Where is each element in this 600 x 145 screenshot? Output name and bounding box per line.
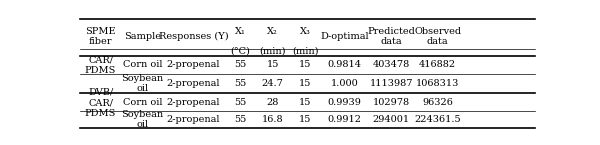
Text: 224361.5: 224361.5 — [415, 115, 461, 124]
Text: 55: 55 — [234, 98, 246, 107]
Text: (°C): (°C) — [230, 47, 250, 56]
Text: 16.8: 16.8 — [262, 115, 283, 124]
Text: 294001: 294001 — [373, 115, 410, 124]
Text: 55: 55 — [234, 60, 246, 69]
Text: SPME
fiber: SPME fiber — [85, 27, 116, 46]
Text: 24.7: 24.7 — [262, 79, 284, 88]
Text: 102978: 102978 — [373, 98, 410, 107]
Text: 0.9939: 0.9939 — [328, 98, 362, 107]
Text: 2-propenal: 2-propenal — [167, 79, 220, 88]
Text: 0.9912: 0.9912 — [328, 115, 362, 124]
Text: 2-propenal: 2-propenal — [167, 115, 220, 124]
Text: Soybean
oil: Soybean oil — [121, 74, 163, 93]
Text: 2-propenal: 2-propenal — [167, 60, 220, 69]
Text: Responses (Y): Responses (Y) — [159, 32, 229, 41]
Text: Sample: Sample — [124, 32, 161, 41]
Text: D-optimal: D-optimal — [320, 32, 369, 41]
Text: CAR/
PDMS: CAR/ PDMS — [85, 55, 116, 75]
Text: 0.9814: 0.9814 — [328, 60, 362, 69]
Text: 55: 55 — [234, 115, 246, 124]
Text: 55: 55 — [234, 79, 246, 88]
Text: 1113987: 1113987 — [370, 79, 413, 88]
Text: (min): (min) — [292, 47, 319, 56]
Text: 15: 15 — [299, 115, 311, 124]
Text: 15: 15 — [266, 60, 279, 69]
Text: X₂: X₂ — [267, 27, 278, 36]
Text: Corn oil: Corn oil — [122, 60, 162, 69]
Text: X₃: X₃ — [300, 27, 311, 36]
Text: 15: 15 — [299, 60, 311, 69]
Text: 15: 15 — [299, 98, 311, 107]
Text: (min): (min) — [259, 47, 286, 56]
Text: DVB/
CAR/
PDMS: DVB/ CAR/ PDMS — [85, 88, 116, 118]
Text: 416882: 416882 — [419, 60, 456, 69]
Text: 403478: 403478 — [373, 60, 410, 69]
Text: 15: 15 — [299, 79, 311, 88]
Text: Predicted
data: Predicted data — [367, 27, 415, 46]
Text: Soybean
oil: Soybean oil — [121, 110, 163, 129]
Text: 96326: 96326 — [422, 98, 453, 107]
Text: Observed
data: Observed data — [414, 27, 461, 46]
Text: Corn oil: Corn oil — [122, 98, 162, 107]
Text: 1068313: 1068313 — [416, 79, 460, 88]
Text: 1.000: 1.000 — [331, 79, 359, 88]
Text: X₁: X₁ — [235, 27, 245, 36]
Text: 28: 28 — [266, 98, 279, 107]
Text: 2-propenal: 2-propenal — [167, 98, 220, 107]
